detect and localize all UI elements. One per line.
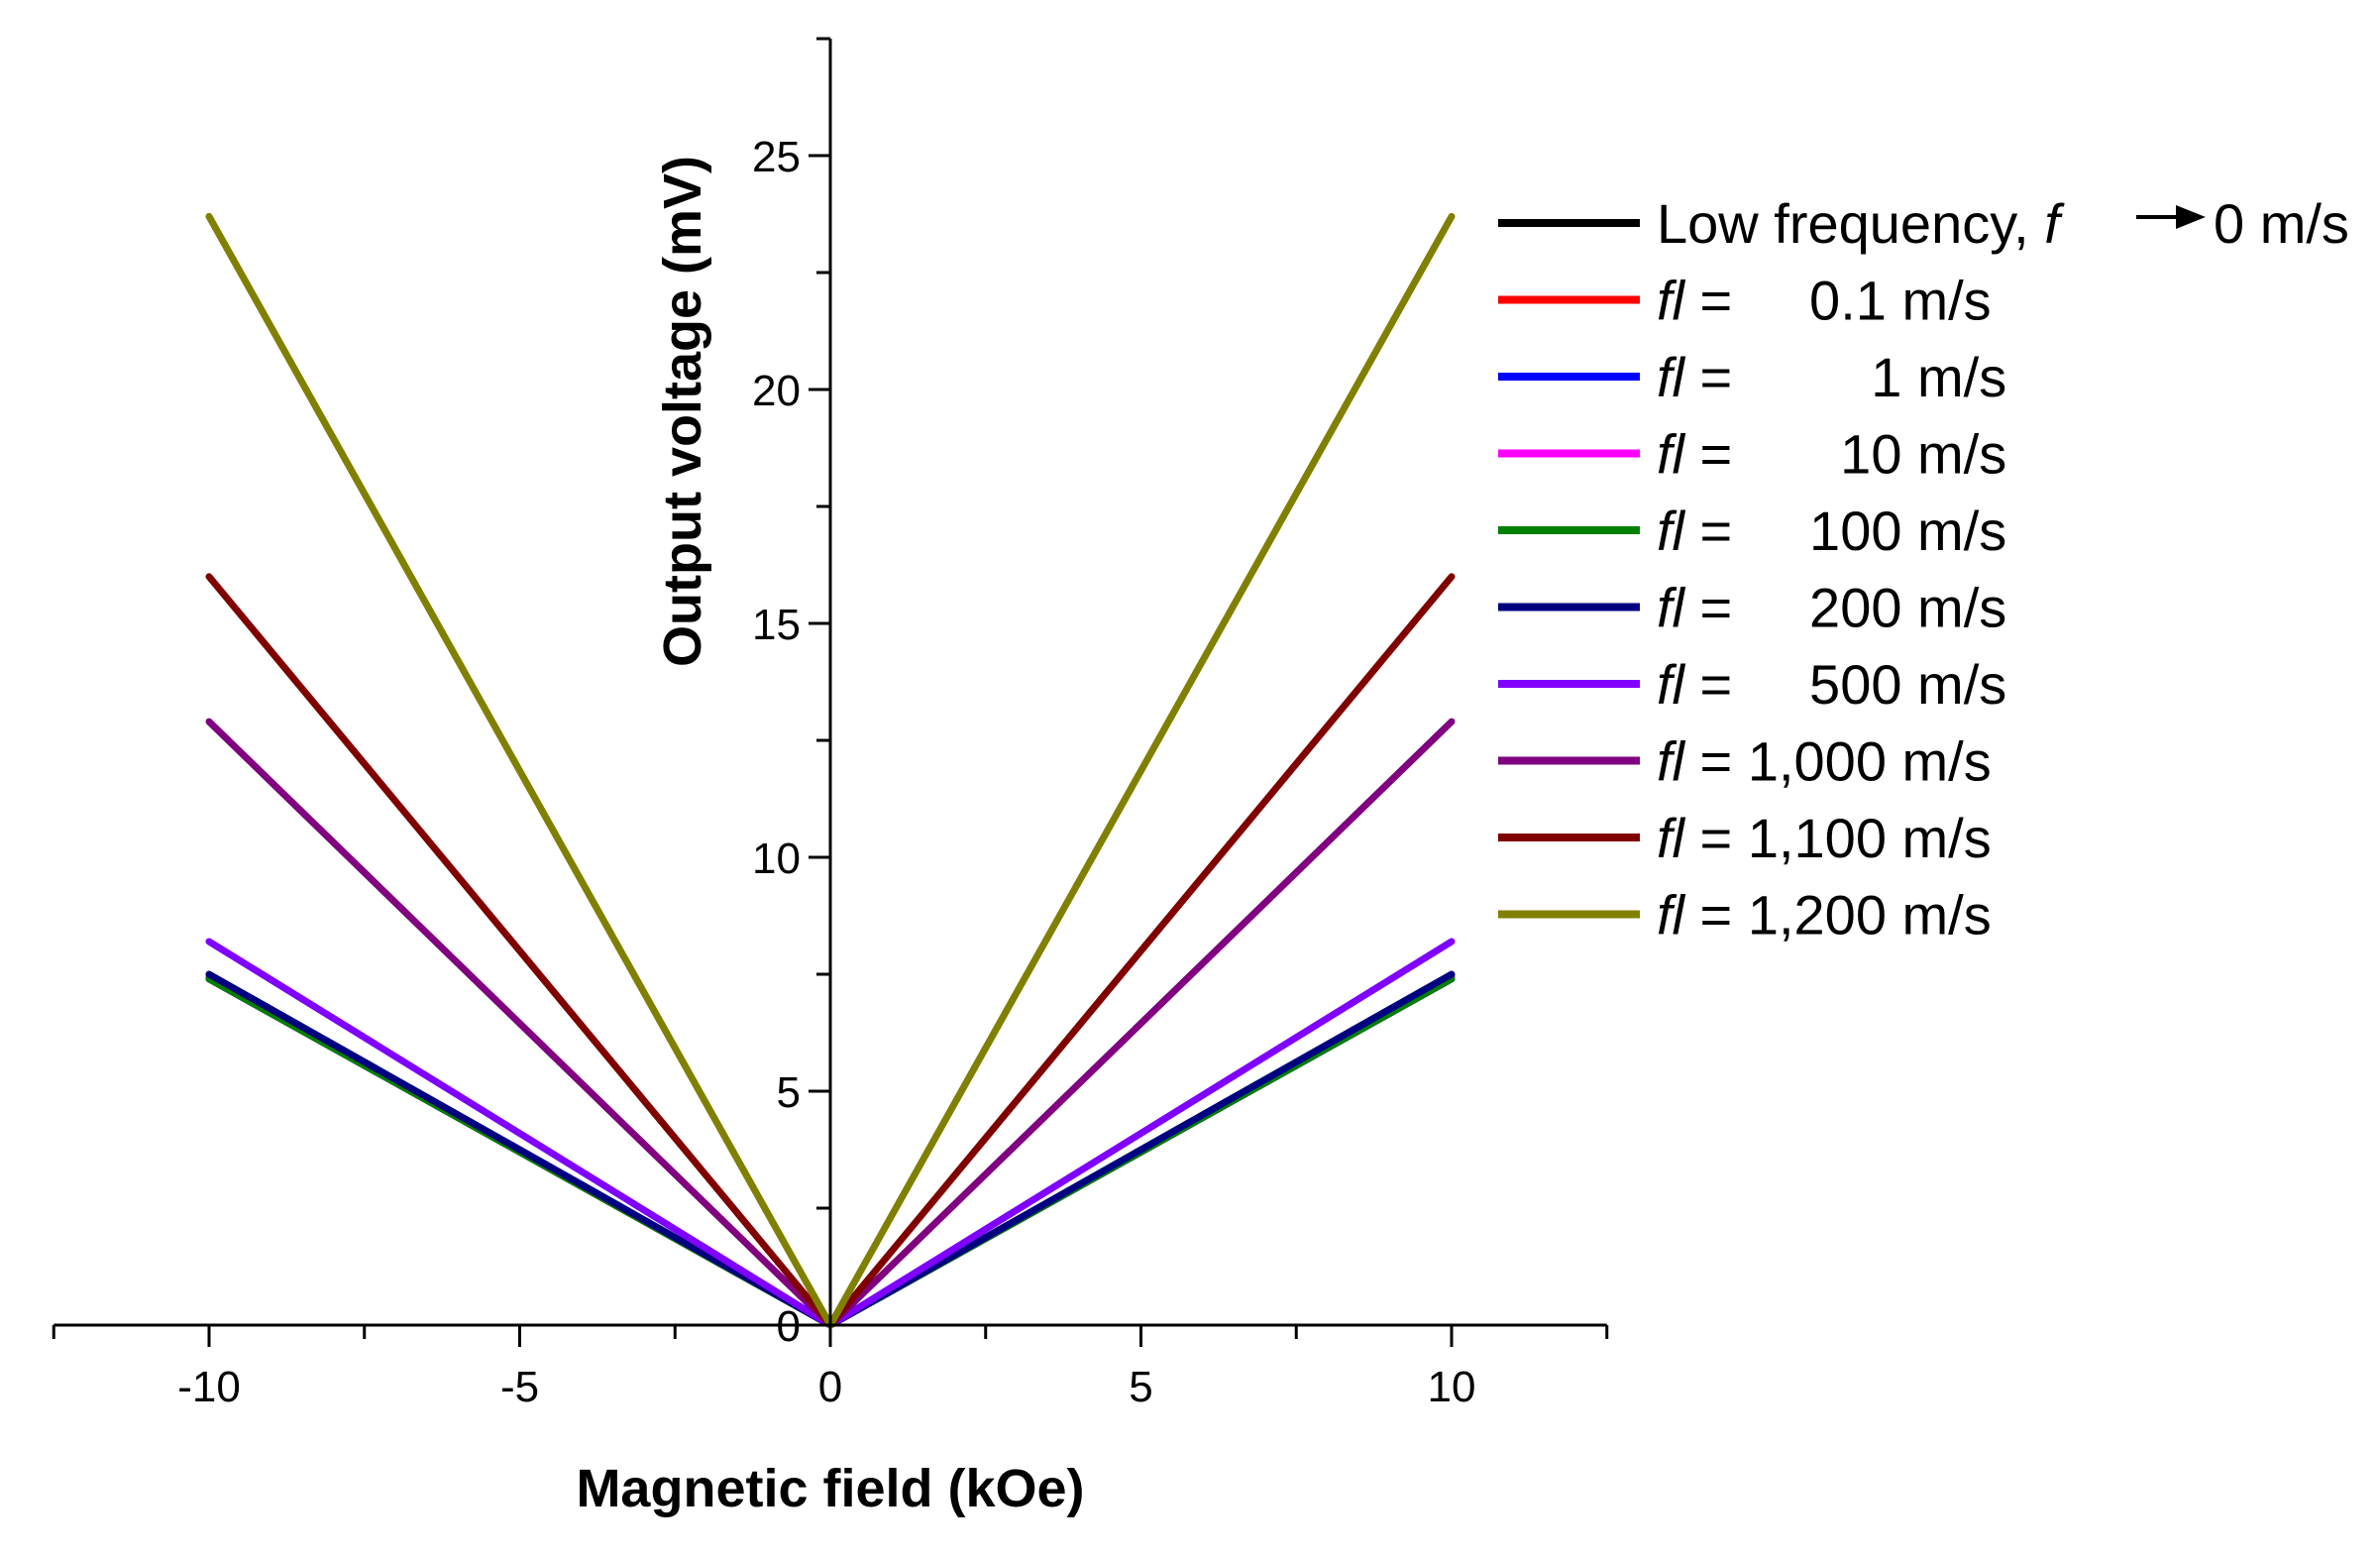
- y-tick-label: 20: [752, 367, 801, 415]
- legend-label-value: 0 m/s: [2214, 192, 2349, 255]
- legend-label: fl = 500 m/s: [1657, 653, 2006, 716]
- legend-label: fl = 10 m/s: [1657, 423, 2006, 486]
- y-tick-label: 10: [752, 835, 801, 883]
- legend-item: fl = 500 m/s: [1498, 653, 2006, 716]
- legend-item: fl = 10 m/s: [1498, 423, 2006, 486]
- legend-item: fl = 1 m/s: [1498, 346, 2006, 408]
- legend: Low frequency, f 0 m/s fl = 0.1 m/s fl = 1 …: [1498, 192, 2349, 947]
- legend-label: Low frequency, f: [1657, 192, 2065, 255]
- legend-label: fl = 100 m/s: [1657, 500, 2006, 562]
- labels-layer: -10 -5 0 5 10 0 5 10 15 20 25 Magnetic field (kOe) O…: [177, 133, 1475, 1518]
- x-tick-label: -10: [177, 1363, 241, 1411]
- y-tick-label: 25: [752, 133, 801, 181]
- legend-item: fl = 1,100 m/s: [1498, 807, 1992, 869]
- legend-item: Low frequency, f 0 m/s: [1498, 192, 2349, 255]
- legend-item: fl = 1,200 m/s: [1498, 884, 1992, 947]
- arrow-right-icon: [2176, 205, 2206, 229]
- legend-item: fl = 0.1 m/s: [1498, 270, 1992, 332]
- legend-label: fl = 0.1 m/s: [1657, 270, 1992, 332]
- x-tick-label: -5: [500, 1363, 539, 1411]
- legend-label: fl = 1,100 m/s: [1657, 807, 1992, 869]
- legend-label: fl = 1,200 m/s: [1657, 884, 1992, 947]
- x-tick-label: 5: [1129, 1363, 1152, 1411]
- x-tick-label: 0: [818, 1363, 842, 1411]
- y-tick-label: 15: [752, 601, 801, 649]
- y-tick-label: 0: [777, 1302, 801, 1351]
- y-tick-label: 5: [777, 1068, 801, 1117]
- y-axis-title: Output voltage (mV): [653, 156, 712, 667]
- legend-item: fl = 100 m/s: [1498, 500, 2006, 562]
- x-tick-label: 10: [1428, 1363, 1476, 1411]
- legend-item: fl = 1,000 m/s: [1498, 730, 1992, 793]
- legend-label: fl = 1,000 m/s: [1657, 730, 1992, 793]
- legend-label: fl = 200 m/s: [1657, 577, 2006, 639]
- legend-item: fl = 200 m/s: [1498, 577, 2006, 639]
- legend-label: fl = 1 m/s: [1657, 346, 2006, 408]
- axes-layer: [52, 37, 1609, 1347]
- x-axis-title: Magnetic field (kOe): [576, 1459, 1084, 1518]
